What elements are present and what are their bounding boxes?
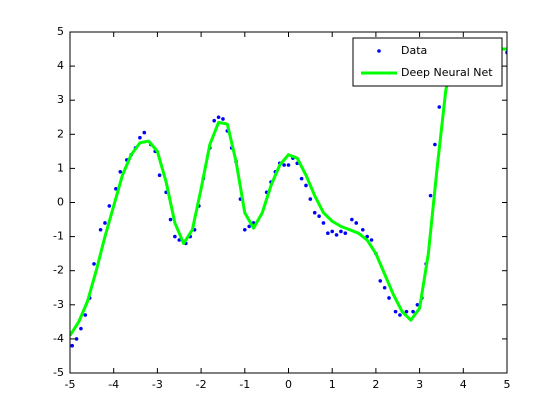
data-point [221,117,225,121]
x-tick-label: 5 [504,378,511,391]
x-tick-label: -3 [152,378,163,391]
data-point [404,309,409,314]
data-point [247,224,251,229]
y-tick-label: 5 [57,25,64,38]
y-tick-label: 4 [57,59,64,72]
data-point [312,210,317,215]
data-point [308,197,313,201]
data-point [393,309,398,314]
legend-marker [377,49,381,53]
y-tick-label: 1 [57,161,64,174]
data-point [304,183,308,188]
x-tick-label: 3 [416,378,423,391]
data-point [334,233,339,237]
y-tick-label: -1 [53,230,64,243]
data-point [107,204,112,208]
data-point [387,296,391,300]
data-point [83,313,88,317]
data-point [79,326,83,331]
data-point [282,163,286,167]
x-tick-label: 4 [460,378,467,391]
data-point [369,238,374,242]
y-tick-label: -3 [53,298,64,311]
data-point [378,279,383,283]
data-point [286,163,291,167]
y-tick-label: 2 [57,127,64,140]
x-tick-label: -2 [196,378,207,391]
legend-label: Deep Neural Net [401,66,493,79]
data-point [428,193,433,198]
plot-area [70,47,507,348]
y-tick-label: -4 [53,332,64,345]
data-point [354,221,359,225]
data-point [339,229,343,234]
data-point [98,227,103,232]
data-point [212,118,217,123]
data-point [433,142,437,147]
data-point [173,234,177,239]
data-point [326,231,330,235]
data-point [142,130,147,135]
legend-box [352,37,503,87]
data-point [74,337,79,341]
data-point [70,343,74,348]
data-point [243,227,247,232]
x-tick-label: 0 [285,378,292,391]
y-tick-label: 0 [57,196,64,209]
data-point [330,229,335,234]
legend-label: Data [401,44,427,57]
y-tick-label: 3 [57,93,64,106]
x-tick-label: 2 [372,378,379,391]
data-point [92,262,96,266]
x-tick-label: -4 [108,378,119,391]
data-point [382,285,387,290]
y-tick-label: -2 [53,264,64,277]
data-point [437,105,442,109]
data-point [321,221,326,225]
data-point [415,303,420,307]
data-point [299,176,304,181]
data-point [360,227,365,232]
x-tick-label: 1 [329,378,336,391]
data-point [103,221,107,225]
data-point [118,170,123,174]
x-tick-label: -1 [239,378,250,391]
data-point [317,214,321,218]
data-point [157,173,162,178]
data-point [168,217,173,222]
data-point [343,231,348,235]
data-point [398,313,402,317]
data-point [216,115,221,120]
fit-line [70,47,507,337]
y-tick-label: -5 [53,366,64,379]
x-tick-label: -5 [65,378,76,391]
data-point [350,217,354,222]
data-point [411,309,415,314]
data-point [138,135,142,140]
